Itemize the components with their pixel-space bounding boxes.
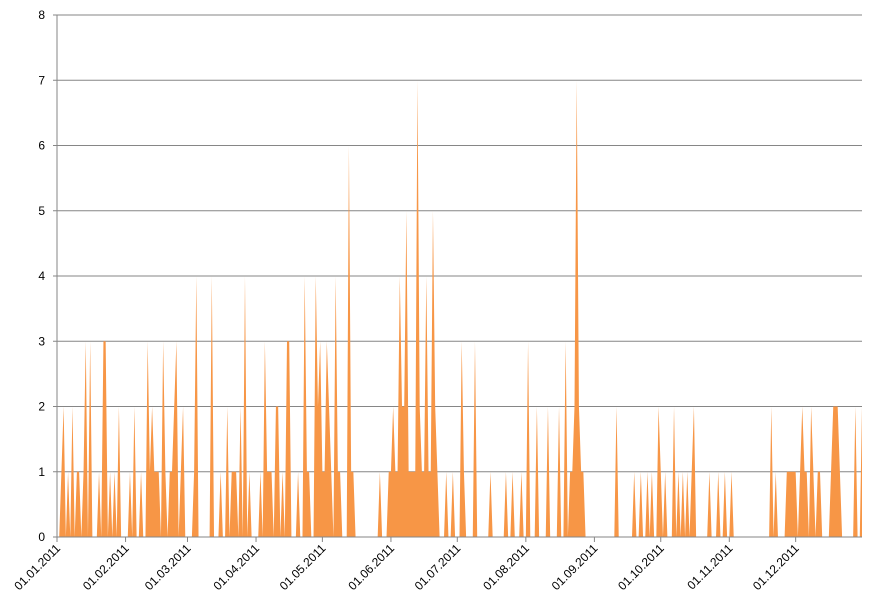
x-tick-label: 01.02.2011: [80, 541, 132, 593]
x-tick-label: 01.10.2011: [615, 541, 667, 593]
y-tick-label: 4: [38, 269, 45, 283]
y-tick-label: 2: [38, 400, 45, 414]
y-tick-label: 3: [38, 334, 45, 348]
x-tick-label: 01.04.2011: [210, 541, 262, 593]
x-tick-label: 01.01.2011: [11, 541, 63, 593]
x-tick-label: 01.11.2011: [684, 541, 735, 592]
y-tick-label: 7: [38, 73, 45, 87]
y-tick-label: 6: [38, 139, 45, 153]
area: [57, 80, 862, 537]
y-tick-label: 0: [38, 530, 45, 544]
x-tick-label: 01.09.2011: [549, 541, 601, 593]
x-tick-label: 01.12.2011: [750, 541, 802, 593]
y-tick-label: 8: [38, 8, 45, 22]
x-tick-label: 01.06.2011: [345, 541, 397, 593]
x-tick-label: 01.07.2011: [412, 541, 464, 593]
x-tick-label: 01.03.2011: [142, 541, 194, 593]
y-tick-label: 5: [38, 204, 45, 218]
x-tick-label: 01.08.2011: [480, 541, 532, 593]
y-tick-label: 1: [38, 465, 45, 479]
x-tick-label: 01.05.2011: [277, 541, 329, 593]
